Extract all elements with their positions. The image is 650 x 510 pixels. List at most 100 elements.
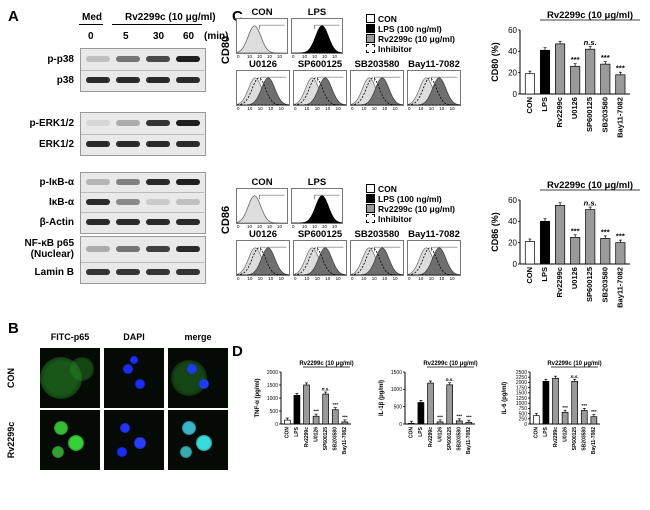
y-tick-label: 0 [275, 422, 278, 428]
significance-label: n.s. [322, 388, 330, 393]
header-med-line [79, 24, 103, 25]
axis-tick: 10 [392, 276, 398, 281]
axis-tick: 10 [371, 106, 377, 111]
axis-tick: 0 [237, 54, 240, 59]
cell-blob [199, 379, 209, 389]
y-tick-label: 0 [513, 90, 518, 99]
blot-label: β-Actin [39, 216, 74, 228]
histogram-label: SP600125 [297, 59, 343, 70]
significance-label: *** [342, 414, 348, 420]
histogram-x-axis: 0 10 10 10 10 [237, 224, 287, 230]
legend-item: LPS (100 ng/ml) [366, 24, 476, 34]
category-label: SB203580 [457, 427, 463, 451]
histogram-trace [293, 246, 347, 276]
flow-histogram: Bay11-7082 0 10 10 10 10 [407, 229, 461, 281]
histogram-label: SB203580 [354, 59, 400, 70]
histogram-curve [237, 77, 290, 106]
histogram-x-axis: 0 10 10 10 10 [292, 224, 342, 230]
category-label: SP600125 [447, 427, 453, 451]
axis-tick: 10 [247, 106, 253, 111]
axis-tick: 10 [335, 106, 341, 111]
blot-divider [81, 70, 204, 71]
axis-tick: 10 [302, 224, 308, 229]
blot-band [146, 120, 170, 126]
significance-label: *** [601, 227, 610, 236]
blot-band [176, 56, 200, 62]
category-label: CON [525, 267, 534, 284]
y-tick-label: 500 [270, 409, 279, 415]
y-tick-label: 20 [508, 68, 517, 77]
blot-label: ERK1/2 [38, 138, 74, 150]
histogram-label: U0126 [249, 229, 277, 240]
y-tick-label: 500 [519, 411, 528, 417]
y-tick-label: 1500 [516, 391, 527, 397]
category-label: LPS [540, 267, 549, 282]
bar [524, 241, 535, 265]
flow-histogram: SP600125 0 10 10 10 10 [293, 229, 347, 281]
flow-legend: CON LPS (100 ng/ml) Rv2299c (10 μg/ml) Inhi… [366, 14, 476, 54]
significance-label: *** [437, 414, 443, 420]
bar [303, 384, 310, 425]
axis-tick: 10 [371, 276, 377, 281]
histogram-label: U0126 [249, 59, 277, 70]
fluor-col-header: FITC-p65 [50, 332, 90, 342]
cell-blob [67, 434, 85, 452]
histogram-label: Bay11-7082 [408, 59, 460, 70]
header-treat-line [112, 24, 202, 25]
legend-swatch [366, 204, 375, 213]
blot-band [86, 77, 110, 83]
blot-band [116, 77, 140, 83]
flow-histogram: LPS 0 10 10 10 10 [291, 177, 343, 229]
bar [331, 409, 339, 425]
y-tick-label: 2000 [516, 380, 527, 386]
legend-item: Rv2299c (10 μg/ml) [366, 34, 476, 44]
category-label: Rv2299c [555, 97, 564, 127]
axis-tick: 10 [247, 54, 253, 59]
histogram-curve [236, 77, 289, 106]
histogram-label: LPS [307, 177, 327, 188]
blot-band [116, 246, 140, 252]
significance-label: *** [333, 402, 339, 408]
category-label: U0126 [437, 427, 443, 442]
blot-band [116, 141, 140, 147]
bar [552, 377, 559, 425]
blot-panel [80, 236, 206, 284]
histogram-curve [293, 77, 346, 106]
axis-tick: 10 [257, 54, 263, 59]
axis-tick: 10 [312, 54, 318, 59]
axis-tick: 10 [312, 224, 318, 229]
blot-band [86, 56, 110, 62]
bar-chart: 0 500 1000 1500 IL-1β (pg/ml) CON LPS Rv2299c **… [379, 361, 478, 454]
legend-swatch [366, 214, 375, 223]
flow-histograms: CON 0 10 10 10 10 LPS 0 10 10 10 10 U0126 0 10 10 10 10 SP… [220, 7, 476, 282]
axis-tick: 10 [332, 224, 338, 229]
histogram-curve [294, 247, 347, 276]
axis-tick: 0 [294, 106, 297, 111]
category-label: Bay11-7082 [591, 427, 597, 454]
category-label: LPS [543, 426, 549, 436]
significance-label: n.s. [584, 38, 597, 47]
flow-histogram: LPS 0 10 10 10 10 [291, 7, 343, 59]
axis-tick: 0 [408, 106, 411, 111]
blot-band [146, 179, 170, 185]
histogram-curve [236, 247, 289, 276]
axis-tick: 10 [332, 54, 338, 59]
flow-histogram: Bay11-7082 0 10 10 10 10 [407, 59, 461, 111]
category-label: CON [409, 427, 415, 439]
histogram-curve [351, 247, 404, 276]
histogram-curve [350, 77, 403, 106]
histogram-x-axis: 0 10 10 10 10 [237, 276, 289, 282]
legend-item: Inhibitor [366, 214, 476, 224]
chart-header: Rv2299c (10 μg/ml) [547, 10, 633, 21]
bar [341, 421, 349, 425]
axis-tick: 10 [382, 276, 388, 281]
blot-band [86, 199, 110, 205]
bar [417, 402, 425, 425]
bar [436, 421, 444, 425]
axis-tick: 10 [439, 276, 445, 281]
y-tick-label: 0 [524, 422, 527, 428]
bar [542, 381, 550, 425]
y-tick-label: 1750 [516, 385, 527, 391]
significance-label: *** [616, 232, 625, 241]
